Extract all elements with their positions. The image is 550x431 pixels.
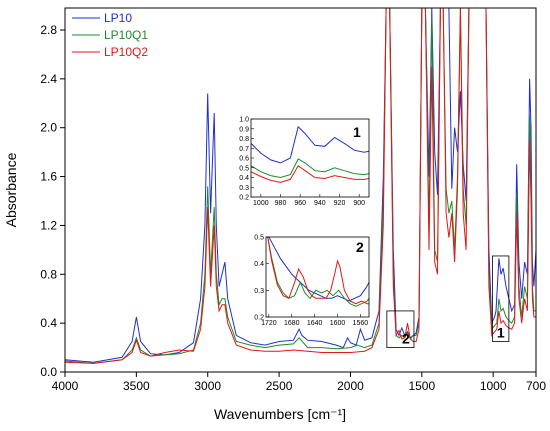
x-tick-label: 1500	[408, 379, 435, 393]
x-tick-label: 3000	[194, 379, 221, 393]
inset-2: 1720 1680 1640 1600 1560 0.2 0.3 0.4 0.5 2	[254, 235, 370, 327]
inset-y-tick-label: 0.4	[239, 175, 249, 182]
inset-1-bg	[251, 119, 369, 197]
region-marker-2	[386, 310, 415, 348]
x-tick-label: 1000	[480, 379, 507, 393]
x-tick-label: 2000	[337, 379, 364, 393]
x-tick-label: 3500	[123, 379, 150, 393]
inset-1-line-lp10	[251, 125, 369, 164]
y-tick-label: 1.6	[40, 170, 57, 184]
inset-x-tick-label: 1600	[330, 320, 346, 327]
region-marker-label-2: 2	[402, 331, 410, 347]
inset-1-line-lp10q1	[251, 158, 369, 179]
y-tick-label: 0.4	[40, 316, 57, 330]
inset-y-tick-label: 0.5	[239, 165, 249, 172]
inset-y-tick-label: 0.8	[239, 136, 249, 143]
inset-y-tick-label: 0.3	[239, 185, 249, 192]
inset-y-tick-label: 0.4	[254, 261, 264, 268]
inset-x-tick-label: 960	[294, 200, 306, 207]
region-marker-1	[492, 255, 510, 342]
inset-1: 1000 980 960 940 920 900 0.2 0.3 0.4 0.5 0.6 0.7 0.8…	[239, 117, 370, 207]
y-tick-label: 2.0	[40, 121, 57, 135]
inset-y-tick-label: 1.0	[239, 117, 249, 124]
inset-y-tick-label: 0.9	[239, 126, 249, 133]
inset-2-label: 2	[356, 239, 364, 255]
inset-x-tick-label: 1720	[261, 320, 277, 327]
y-tick-label: 0.8	[40, 267, 57, 281]
legend: LP10 LP10Q1 LP10Q2	[72, 11, 148, 59]
inset-y-tick-label: 0.5	[254, 235, 264, 242]
y-tick-label: 2.8	[40, 23, 57, 37]
y-tick-label: 0.0	[40, 365, 57, 379]
inset-x-tick-label: 900	[353, 200, 365, 207]
inset-2-line-lp10q1	[267, 237, 369, 307]
x-tick-label: 4000	[52, 379, 79, 393]
inset-y-tick-label: 0.2	[254, 315, 264, 322]
y-axis-label: Absorbance	[3, 152, 19, 227]
inset-x-tick-label: 980	[275, 200, 287, 207]
legend-label-lp10: LP10	[104, 11, 132, 25]
region-marker-label-1: 1	[497, 324, 505, 340]
inset-y-tick-label: 0.6	[239, 156, 249, 163]
inset-2-line-lp10	[268, 237, 369, 302]
inset-y-tick-label: 0.7	[239, 146, 249, 153]
plot-frame	[64, 7, 537, 373]
inset-x-tick-label: 1680	[284, 320, 300, 327]
inset-x-tick-label: 1640	[307, 320, 323, 327]
inset-2-bg	[266, 237, 369, 317]
legend-label-lp10q1: LP10Q1	[104, 28, 148, 42]
x-tick-label: 2500	[266, 379, 293, 393]
inset-x-tick-label: 1000	[253, 200, 269, 207]
x-tick-label: 700	[526, 379, 546, 393]
y-tick-label: 2.4	[40, 72, 57, 86]
legend-label-lp10q2: LP10Q2	[104, 45, 148, 59]
inset-y-tick-label: 0.2	[239, 195, 249, 202]
inset-2-line-lp10q2	[267, 237, 369, 305]
series-line-lp10q2	[65, 8, 536, 364]
inset-x-tick-label: 1560	[353, 320, 369, 327]
inset-x-tick-label: 940	[314, 200, 326, 207]
inset-y-tick-label: 0.3	[254, 288, 264, 295]
x-axis-label: Wavenumbers [cm⁻¹]	[214, 406, 346, 422]
inset-2-frame	[265, 236, 370, 318]
y-tick-label: 1.2	[40, 218, 57, 232]
inset-x-tick-label: 920	[334, 200, 346, 207]
inset-1-label: 1	[353, 124, 361, 140]
series-line-lp10	[65, 8, 536, 363]
inset-1-line-lp10q2	[251, 165, 369, 183]
